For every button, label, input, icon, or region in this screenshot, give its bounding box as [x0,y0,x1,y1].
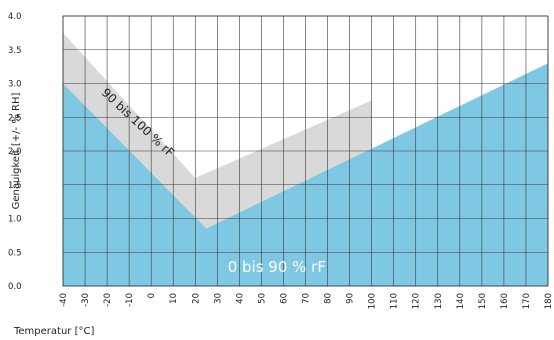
x-tick-label-11: 70 [302,293,312,304]
y-tick-label-3: 1.5 [8,181,22,191]
x-tick-label-18: 140 [456,293,466,309]
x-tick-label-8: 40 [235,293,245,304]
x-tick-label-4: 0 [147,293,157,298]
x-tick-label-2: -20 [103,293,113,307]
y-tick-label-7: 3.5 [8,46,22,56]
plot-areas [63,32,548,286]
x-tick-label-10: 60 [279,293,289,304]
y-tick-label-2: 1.0 [8,215,22,225]
x-tick-label-7: 30 [213,293,223,304]
y-tick-label-5: 2.5 [8,113,22,123]
x-tick-label-12: 80 [324,293,334,304]
x-tick-label-17: 130 [434,293,444,309]
x-tick-label-16: 120 [412,293,422,309]
x-tick-label-5: 10 [169,293,179,304]
x-tick-label-1: -30 [81,293,91,307]
x-tick-label-15: 110 [390,293,400,309]
x-tick-label-19: 150 [478,293,488,309]
x-tick-label-22: 180 [544,293,554,309]
x-tick-label-6: 20 [191,293,201,304]
x-tick-label-9: 50 [257,293,267,304]
y-tick-label-1: 0.5 [8,248,22,258]
x-tick-label-3: -10 [125,293,135,307]
x-tick-label-0: -40 [59,293,69,307]
y-tick-label-8: 4.0 [8,12,22,22]
grid-lines [62,15,549,287]
x-tick-label-20: 160 [500,293,510,309]
y-axis-title: Genauigkeit [+/- % RH] [11,93,22,210]
y-tick-labels: 0.0 0.5 1.0 1.5 2.0 2.5 3.0 3.5 4.0 [8,12,22,292]
area-series-1 [63,63,548,286]
y-tick-label-6: 3.0 [8,80,22,90]
x-tick-label-14: 100 [368,293,378,309]
x-tick-label-13: 90 [346,293,356,304]
x-tick-label-21: 170 [522,293,532,309]
x-tick-labels: -40 -30 -20 -10 0 10 20 30 40 50 60 70 80 90 100 110 120… [59,293,554,309]
area-label-1: 0 bis 90 % rF [228,258,326,276]
plot-frame [62,15,549,287]
x-axis-title: Temperatur [°C] [13,326,94,337]
y-tick-label-0: 0.0 [8,282,22,292]
y-tick-label-4: 2.0 [8,147,22,157]
